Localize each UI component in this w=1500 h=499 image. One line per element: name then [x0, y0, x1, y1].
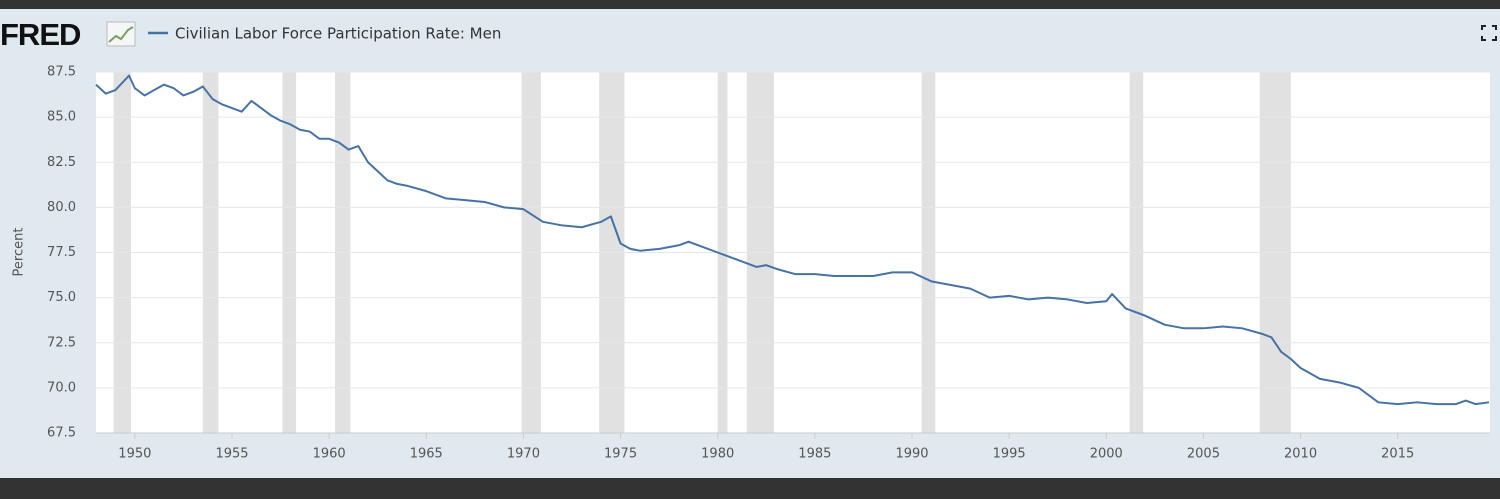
data-line — [95, 74, 1490, 406]
y-tick-label: 85.0 — [47, 110, 76, 125]
x-tick-label: 1995 — [993, 447, 1026, 462]
fullscreen-icon[interactable] — [1481, 25, 1497, 41]
x-tick-label: 1975 — [604, 447, 637, 462]
y-tick-label: 70.0 — [47, 380, 76, 395]
x-tick-label: 1955 — [215, 447, 248, 462]
y-axis-label: Percent — [12, 228, 27, 277]
x-tick-label: 1960 — [313, 447, 346, 462]
x-tick-label: 1990 — [895, 447, 928, 462]
x-tick-label: 1970 — [507, 447, 540, 462]
y-tick-label: 67.5 — [47, 426, 76, 441]
y-tick-label: 82.5 — [47, 155, 76, 170]
y-tick-label: 87.5 — [47, 65, 76, 80]
x-tick-label: 2015 — [1381, 447, 1414, 462]
x-tick-label: 2000 — [1090, 447, 1123, 462]
x-tick-label: 2010 — [1284, 447, 1317, 462]
y-tick-label: 80.0 — [47, 200, 76, 215]
y-tick-label: 75.0 — [47, 290, 76, 305]
x-tick-label: 1950 — [118, 447, 151, 462]
y-tick-label: 77.5 — [47, 245, 76, 260]
chart-title: Civilian Labor Force Participation Rate:… — [175, 25, 501, 43]
x-tick-label: 1985 — [798, 447, 831, 462]
y-tick-label: 72.5 — [47, 335, 76, 350]
x-tick-label: 2005 — [1187, 447, 1220, 462]
logo-icon — [106, 21, 136, 47]
x-tick-label: 1980 — [701, 447, 734, 462]
logo: FRED — [0, 17, 81, 52]
x-tick-label: 1965 — [410, 447, 443, 462]
